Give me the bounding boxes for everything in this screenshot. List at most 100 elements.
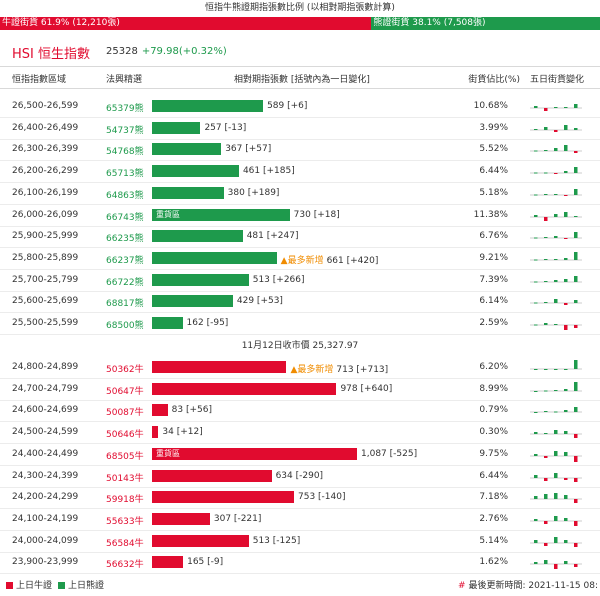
- warrant-code-link[interactable]: 66237熊: [106, 255, 144, 266]
- warrant-code-link[interactable]: 55633牛: [106, 516, 144, 527]
- row-divider: [0, 486, 600, 488]
- contracts-bar: [152, 251, 277, 264]
- table-row: 26,400-26,499 54737熊 257 [-13] 3.99%: [0, 118, 600, 139]
- contracts-bar: [152, 295, 233, 308]
- contracts-value: 429 [+53]: [237, 296, 283, 306]
- table-row: 24,700-24,799 50647牛 978 [+640] 8.99%: [0, 379, 600, 400]
- contracts-bar: [152, 512, 210, 525]
- table-row: 25,700-25,799 66722熊 513 [+266] 7.39%: [0, 270, 600, 291]
- divider: [0, 88, 600, 89]
- warrant-code-link[interactable]: 59918牛: [106, 495, 144, 506]
- most-added-note: ▲最多新增: [290, 365, 334, 375]
- pct-cell: 10.68%: [473, 101, 508, 111]
- sparkline-bar: [534, 369, 538, 370]
- hsi-summary: HSI 恒生指數 25328 +79.98(+0.32%): [0, 40, 600, 64]
- pct-cell: 5.52%: [479, 144, 508, 155]
- table-row: 24,400-24,499 68505牛 重貨區 1,087 [-525] 9.75%: [0, 444, 600, 465]
- contracts-bar: [152, 491, 294, 504]
- legend-bear-swatch: [58, 582, 65, 589]
- contracts-bar: [152, 382, 337, 395]
- contracts-value: 34 [+12]: [162, 427, 202, 437]
- warrant-code-link[interactable]: 50087牛: [106, 408, 144, 419]
- sparkline-bar: [554, 299, 558, 304]
- sparkline-bar: [544, 560, 548, 565]
- warrant-code-link[interactable]: 66235熊: [106, 234, 144, 245]
- sparkline-bar: [544, 520, 548, 524]
- table-row: 25,600-25,699 68817熊 429 [+53] 6.14%: [0, 291, 600, 312]
- five-day-change-sparkline: [530, 232, 582, 240]
- table-row: 24,800-24,899 50362牛 ▲最多新增 713 [+713] 6.20%: [0, 357, 600, 378]
- sparkline-bar: [554, 564, 558, 570]
- bull-bear-ratio-bar: 牛證街貨 61.9% (12,210張) 熊證街貨 38.1% (7,508張): [0, 17, 600, 30]
- sparkline-bar: [564, 211, 568, 217]
- pct-cell: 7.39%: [479, 274, 508, 285]
- warrant-code-link[interactable]: 54737熊: [106, 125, 144, 136]
- sparkline-bar: [554, 411, 558, 413]
- range-cell: 26,400-26,499: [12, 122, 79, 133]
- sparkline-bar: [554, 148, 558, 152]
- range-cell: 25,800-25,899: [12, 252, 79, 263]
- hsi-label[interactable]: HSI 恒生指數: [12, 47, 90, 62]
- pct-cell: 0.30%: [479, 427, 508, 438]
- contracts-bar: 重貨區: [152, 447, 357, 460]
- sparkline-bar: [554, 369, 558, 370]
- range-cell: 25,900-25,999: [12, 231, 79, 242]
- table-row: 24,200-24,299 59918牛 753 [-140] 7.18%: [0, 487, 600, 508]
- sparkline-bar: [574, 215, 578, 217]
- row-divider: [0, 203, 600, 205]
- sparkline-bar: [544, 390, 548, 392]
- pct-cell: 0.79%: [479, 405, 508, 416]
- sparkline-bar: [534, 496, 538, 500]
- warrant-code-link[interactable]: 68817熊: [106, 299, 144, 310]
- heavy-zone-tag: 重貨區: [156, 448, 180, 458]
- sparkline-bar: [534, 432, 538, 435]
- warrant-code-link[interactable]: 68505牛: [106, 451, 144, 462]
- warrant-code-link[interactable]: 65379熊: [106, 104, 144, 114]
- warrant-code-link[interactable]: 66722熊: [106, 277, 144, 288]
- sparkline-bar: [564, 517, 568, 521]
- warrant-code-link[interactable]: 68500熊: [106, 321, 144, 331]
- range-cell: 24,000-24,099: [12, 535, 79, 546]
- warrant-code-link[interactable]: 50646牛: [106, 430, 144, 441]
- pct-cell: 9.75%: [479, 448, 508, 459]
- warrant-code-link[interactable]: 50362牛: [106, 365, 144, 375]
- sparkline-bar: [544, 216, 548, 221]
- warrant-code-link[interactable]: 66743熊: [106, 212, 144, 223]
- contracts-value: 1,087 [-525]: [361, 449, 417, 459]
- sparkline-bar: [564, 238, 568, 240]
- pct-cell: 6.44%: [479, 166, 508, 177]
- contracts-text: 713 [+713]: [336, 365, 389, 375]
- header-trend: 五日街貨變化: [530, 75, 585, 85]
- range-cell: 24,200-24,299: [12, 492, 79, 503]
- range-cell: 24,300-24,399: [12, 470, 79, 481]
- contracts-bar: [152, 100, 264, 112]
- sparkline-bar: [574, 232, 578, 239]
- sparkline-bar: [574, 127, 578, 130]
- warrant-code-link[interactable]: 50143牛: [106, 473, 144, 484]
- warrant-code-link[interactable]: 54768熊: [106, 147, 144, 158]
- range-cell: 25,500-25,599: [12, 318, 79, 328]
- sparkline-bar: [554, 213, 558, 217]
- contracts-value: 589 [+6]: [267, 101, 307, 111]
- legend-bear: 上日熊證: [58, 578, 104, 591]
- contracts-bar: [152, 165, 239, 178]
- sparkline-bar: [534, 474, 538, 478]
- warrant-code-link[interactable]: 65713熊: [106, 169, 144, 180]
- sparkline-bar: [554, 173, 558, 175]
- contracts-bar: [152, 273, 249, 286]
- five-day-change-sparkline: [530, 251, 582, 261]
- contracts-value: ▲最多新增 661 [+420]: [281, 253, 379, 266]
- sparkline-bar: [554, 536, 558, 543]
- sparkline-bar: [554, 430, 558, 435]
- range-cell: 26,300-26,399: [12, 144, 79, 155]
- row-divider: [0, 160, 600, 162]
- sparkline-bar: [564, 451, 568, 456]
- row-divider: [0, 378, 600, 379]
- warrant-code-link[interactable]: 56584牛: [106, 538, 144, 549]
- warrant-code-link[interactable]: 64863熊: [106, 190, 144, 201]
- contracts-value: 162 [-95]: [187, 318, 229, 328]
- warrant-code-link[interactable]: 50647牛: [106, 386, 144, 397]
- warrant-code-link[interactable]: 56632牛: [106, 560, 144, 571]
- contracts-value: 513 [-125]: [253, 536, 301, 546]
- row-divider: [0, 399, 600, 401]
